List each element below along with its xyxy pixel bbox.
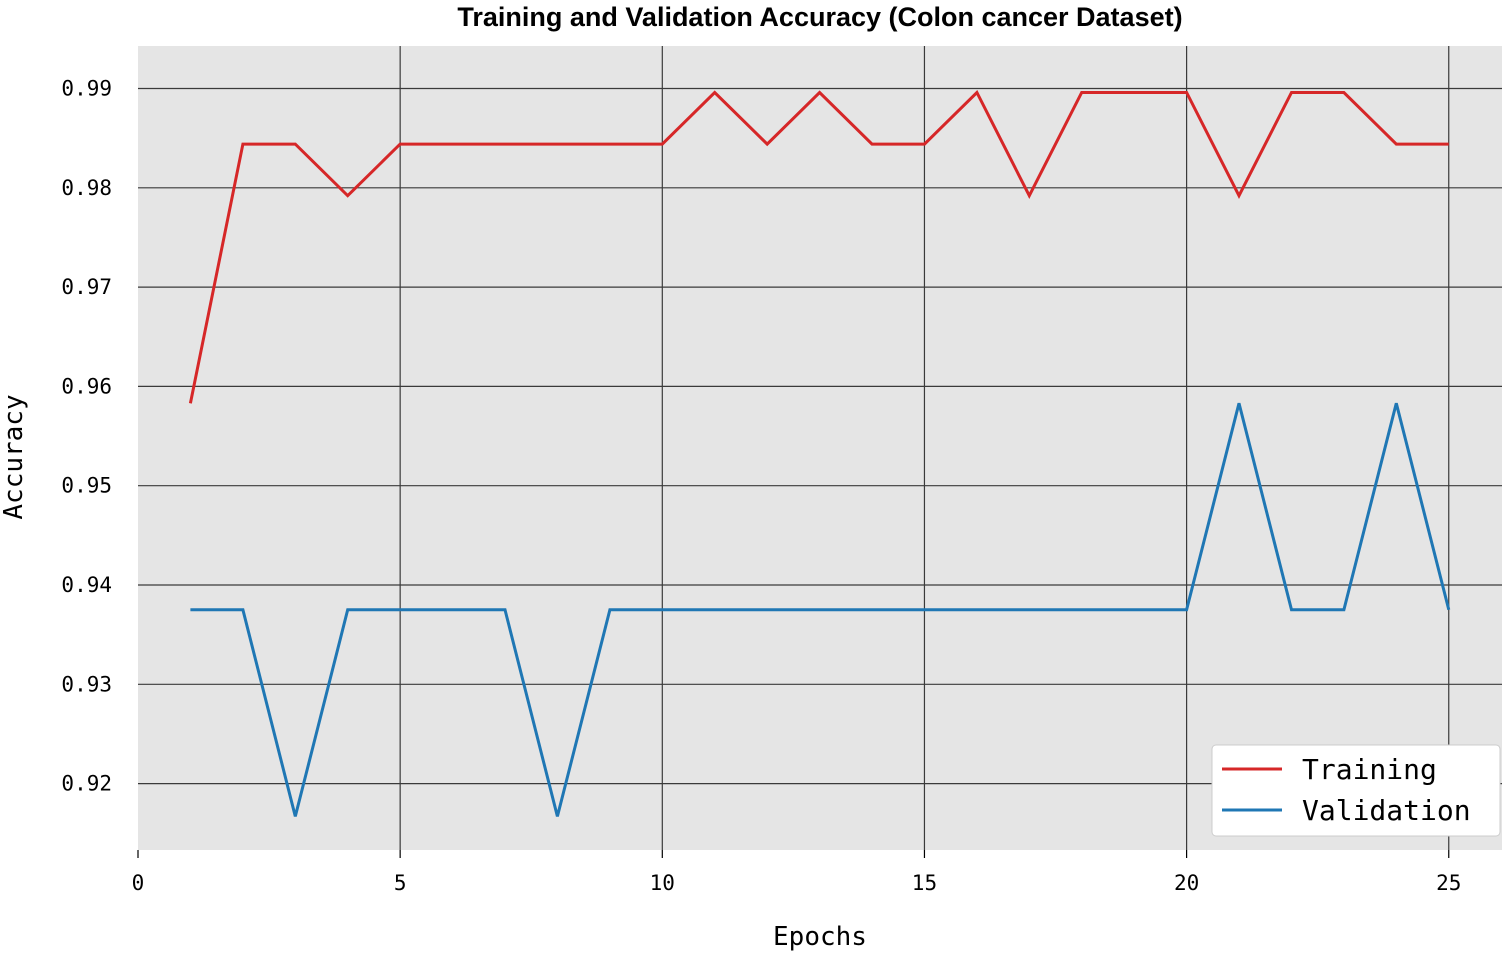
y-tick-label: 0.98 bbox=[61, 176, 112, 200]
x-tick-label: 10 bbox=[650, 871, 675, 895]
x-tick-label: 25 bbox=[1436, 871, 1461, 895]
y-axis-label: Accuracy bbox=[0, 394, 29, 519]
y-tick-label: 0.97 bbox=[61, 275, 112, 299]
x-axis-ticks: 0 5 10 15 20 25 bbox=[132, 850, 1461, 895]
legend-box bbox=[1211, 744, 1501, 837]
grid-lines bbox=[138, 46, 1502, 850]
data-series bbox=[188, 89, 1451, 817]
x-tick-label: 20 bbox=[1174, 871, 1199, 895]
chart-title: Training and Validation Accuracy (Colon … bbox=[457, 2, 1182, 32]
y-tick-label: 0.93 bbox=[61, 672, 112, 696]
y-tick-label: 0.95 bbox=[61, 474, 112, 498]
y-tick-label: 0.99 bbox=[61, 77, 112, 101]
plot-area bbox=[138, 46, 1502, 850]
legend-label-validation: Validation bbox=[1302, 794, 1471, 827]
x-tick-label: 15 bbox=[912, 871, 937, 895]
y-tick-label: 0.94 bbox=[61, 573, 112, 597]
y-axis-ticks: 0.92 0.93 0.94 0.95 0.96 0.97 0.98 0.99 bbox=[61, 77, 112, 796]
y-tick-label: 0.92 bbox=[61, 772, 112, 796]
y-tick-label: 0.96 bbox=[61, 374, 112, 398]
legend: Training Validation bbox=[1211, 744, 1501, 837]
x-tick-label: 5 bbox=[394, 871, 407, 895]
x-tick-label: 0 bbox=[132, 871, 145, 895]
legend-label-training: Training bbox=[1302, 753, 1437, 786]
x-axis-label: Epochs bbox=[773, 922, 867, 952]
